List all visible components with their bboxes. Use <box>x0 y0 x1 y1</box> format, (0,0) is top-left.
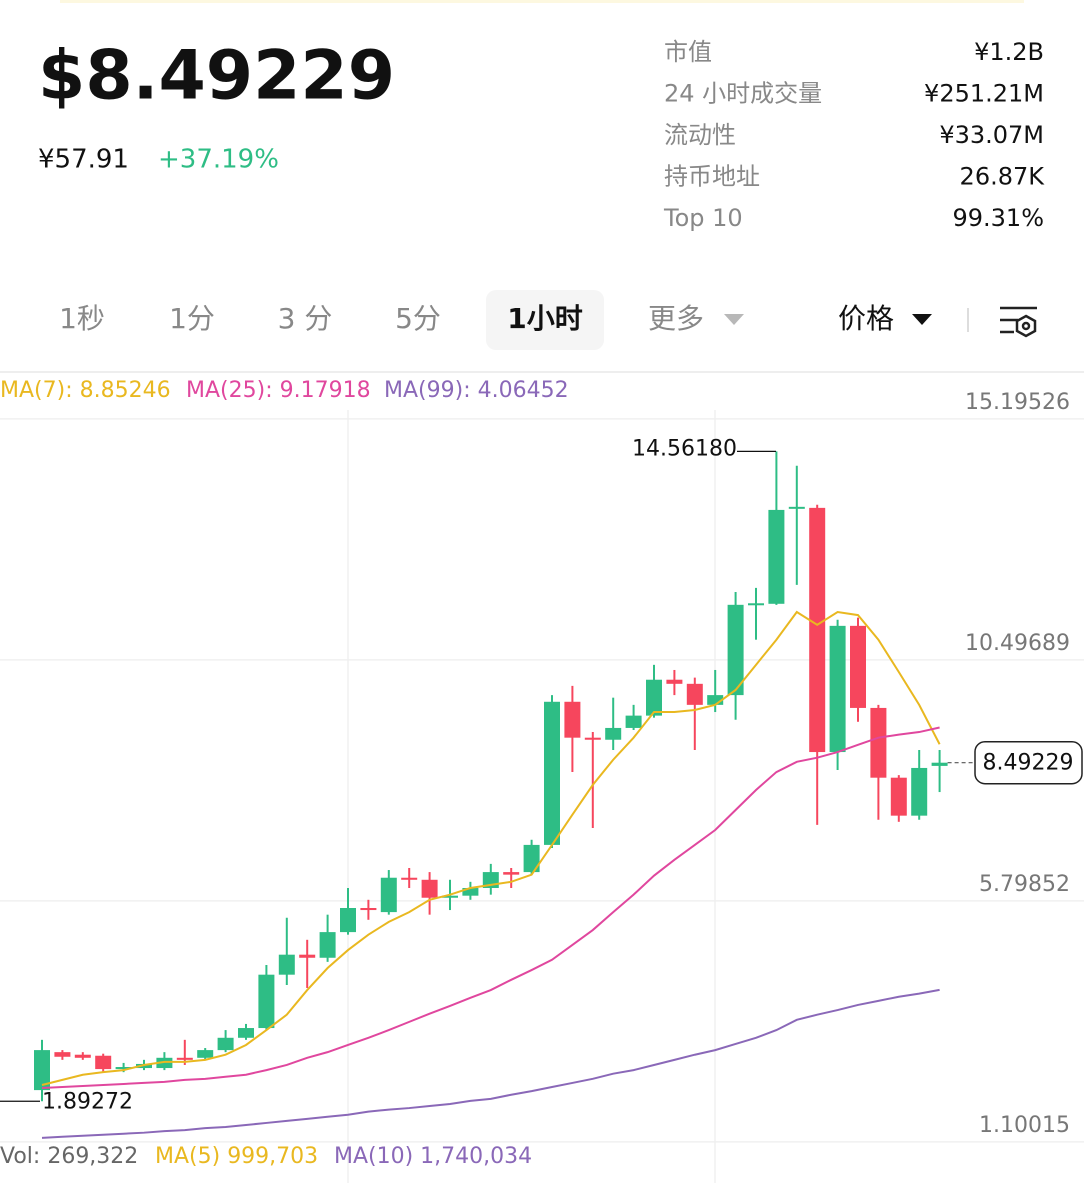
price-selector[interactable]: 价格 <box>838 302 894 335</box>
candle-body <box>564 701 581 738</box>
timeframe-tab[interactable]: 1分 <box>169 302 215 335</box>
candle-body <box>360 907 377 911</box>
candle-body <box>340 907 356 933</box>
candle-body <box>299 954 316 958</box>
candle-body <box>646 679 662 716</box>
candle-body <box>217 1037 234 1051</box>
last-price-label: 8.49229 <box>983 751 1074 776</box>
stat-label: Top 10 <box>663 204 743 232</box>
active-tab-bg <box>486 290 604 350</box>
volume-legend: MA(10) 1,740,034 <box>334 1144 532 1169</box>
candle-body <box>584 737 601 740</box>
price: $8.49229 <box>38 37 395 116</box>
candle-body <box>727 604 744 696</box>
timeframe-tab[interactable]: 1秒 <box>59 302 105 335</box>
candle-body <box>74 1054 91 1058</box>
y-tick-label: 15.19526 <box>965 390 1070 415</box>
ma-line <box>41 988 940 1139</box>
settings-icon[interactable] <box>1000 306 1037 338</box>
more-caret <box>724 314 744 325</box>
stat-value: ¥1.2B <box>974 38 1044 66</box>
candle-body <box>176 1057 193 1060</box>
stat-value: ¥251.21M <box>924 80 1044 108</box>
last-price-box <box>974 740 1083 785</box>
candle-body <box>544 701 560 845</box>
stat-value: 99.31% <box>952 204 1044 232</box>
candle-body <box>34 1050 50 1091</box>
stat-label: 24 小时成交量 <box>664 80 822 108</box>
fiat-price: ¥57.91 <box>38 145 129 175</box>
candle-body <box>788 506 805 509</box>
candle-body <box>95 1055 112 1070</box>
candle-body <box>911 767 928 816</box>
candle-body <box>54 1052 71 1057</box>
ma-line <box>41 610 941 1086</box>
candle-body <box>890 777 907 816</box>
candle-body <box>707 695 724 705</box>
stat-label: 持币地址 <box>664 163 760 191</box>
candle-body <box>829 625 846 753</box>
price-caret <box>912 314 932 325</box>
candle-body <box>156 1057 173 1069</box>
stat-value: 26.87K <box>960 163 1046 191</box>
candle-body <box>442 895 458 898</box>
timeframe-tab[interactable]: 5分 <box>395 302 441 335</box>
y-tick-label: 1.10015 <box>979 1113 1070 1138</box>
timeframe-tab[interactable]: 1小时 <box>507 302 582 335</box>
top-band <box>60 0 1024 3</box>
ma-line <box>41 726 940 1090</box>
candle-body <box>238 1028 254 1038</box>
candle-body <box>931 762 948 766</box>
candle-body <box>319 932 336 958</box>
timeframe-tab[interactable]: 3 分 <box>278 302 333 335</box>
legend-entry: MA(25): 9.17918 <box>186 378 371 403</box>
stat-label: 市值 <box>664 38 712 66</box>
candle-body <box>625 715 642 728</box>
candle-body <box>686 683 703 705</box>
candle-body <box>115 1067 132 1070</box>
candle-body <box>850 625 866 708</box>
candle-body <box>870 707 887 778</box>
candle-body <box>401 877 418 880</box>
high-annotation-label: 14.56180 <box>632 436 737 461</box>
candle-body <box>278 954 295 975</box>
change: +37.19% <box>158 145 279 175</box>
stat-value: ¥33.07M <box>939 121 1044 149</box>
y-tick-label: 10.49689 <box>965 631 1070 656</box>
candle-body <box>380 877 397 913</box>
stat-label: 流动性 <box>664 121 736 149</box>
legend-entry: MA(7): 8.85246 <box>0 378 171 403</box>
candle-body <box>666 679 683 684</box>
candle-body <box>197 1050 214 1058</box>
candle-body <box>768 509 785 604</box>
candle-body <box>258 974 275 1029</box>
candle-body <box>503 872 520 875</box>
low-annotation-label: 1.89272 <box>42 1089 133 1114</box>
timeframe-tab[interactable]: 更多 <box>648 302 704 335</box>
candle-body <box>421 879 438 898</box>
candle-body <box>748 603 764 606</box>
legend-entry: MA(99): 4.06452 <box>384 378 569 403</box>
candle-body <box>809 507 826 753</box>
candle-body <box>462 887 479 896</box>
volume-legend: Vol: 269,322 <box>0 1144 138 1169</box>
y-tick-label: 5.79852 <box>979 872 1070 897</box>
candle-body <box>605 727 622 740</box>
volume-legend: MA(5) 999,703 <box>155 1144 318 1169</box>
candle-body <box>523 844 540 873</box>
